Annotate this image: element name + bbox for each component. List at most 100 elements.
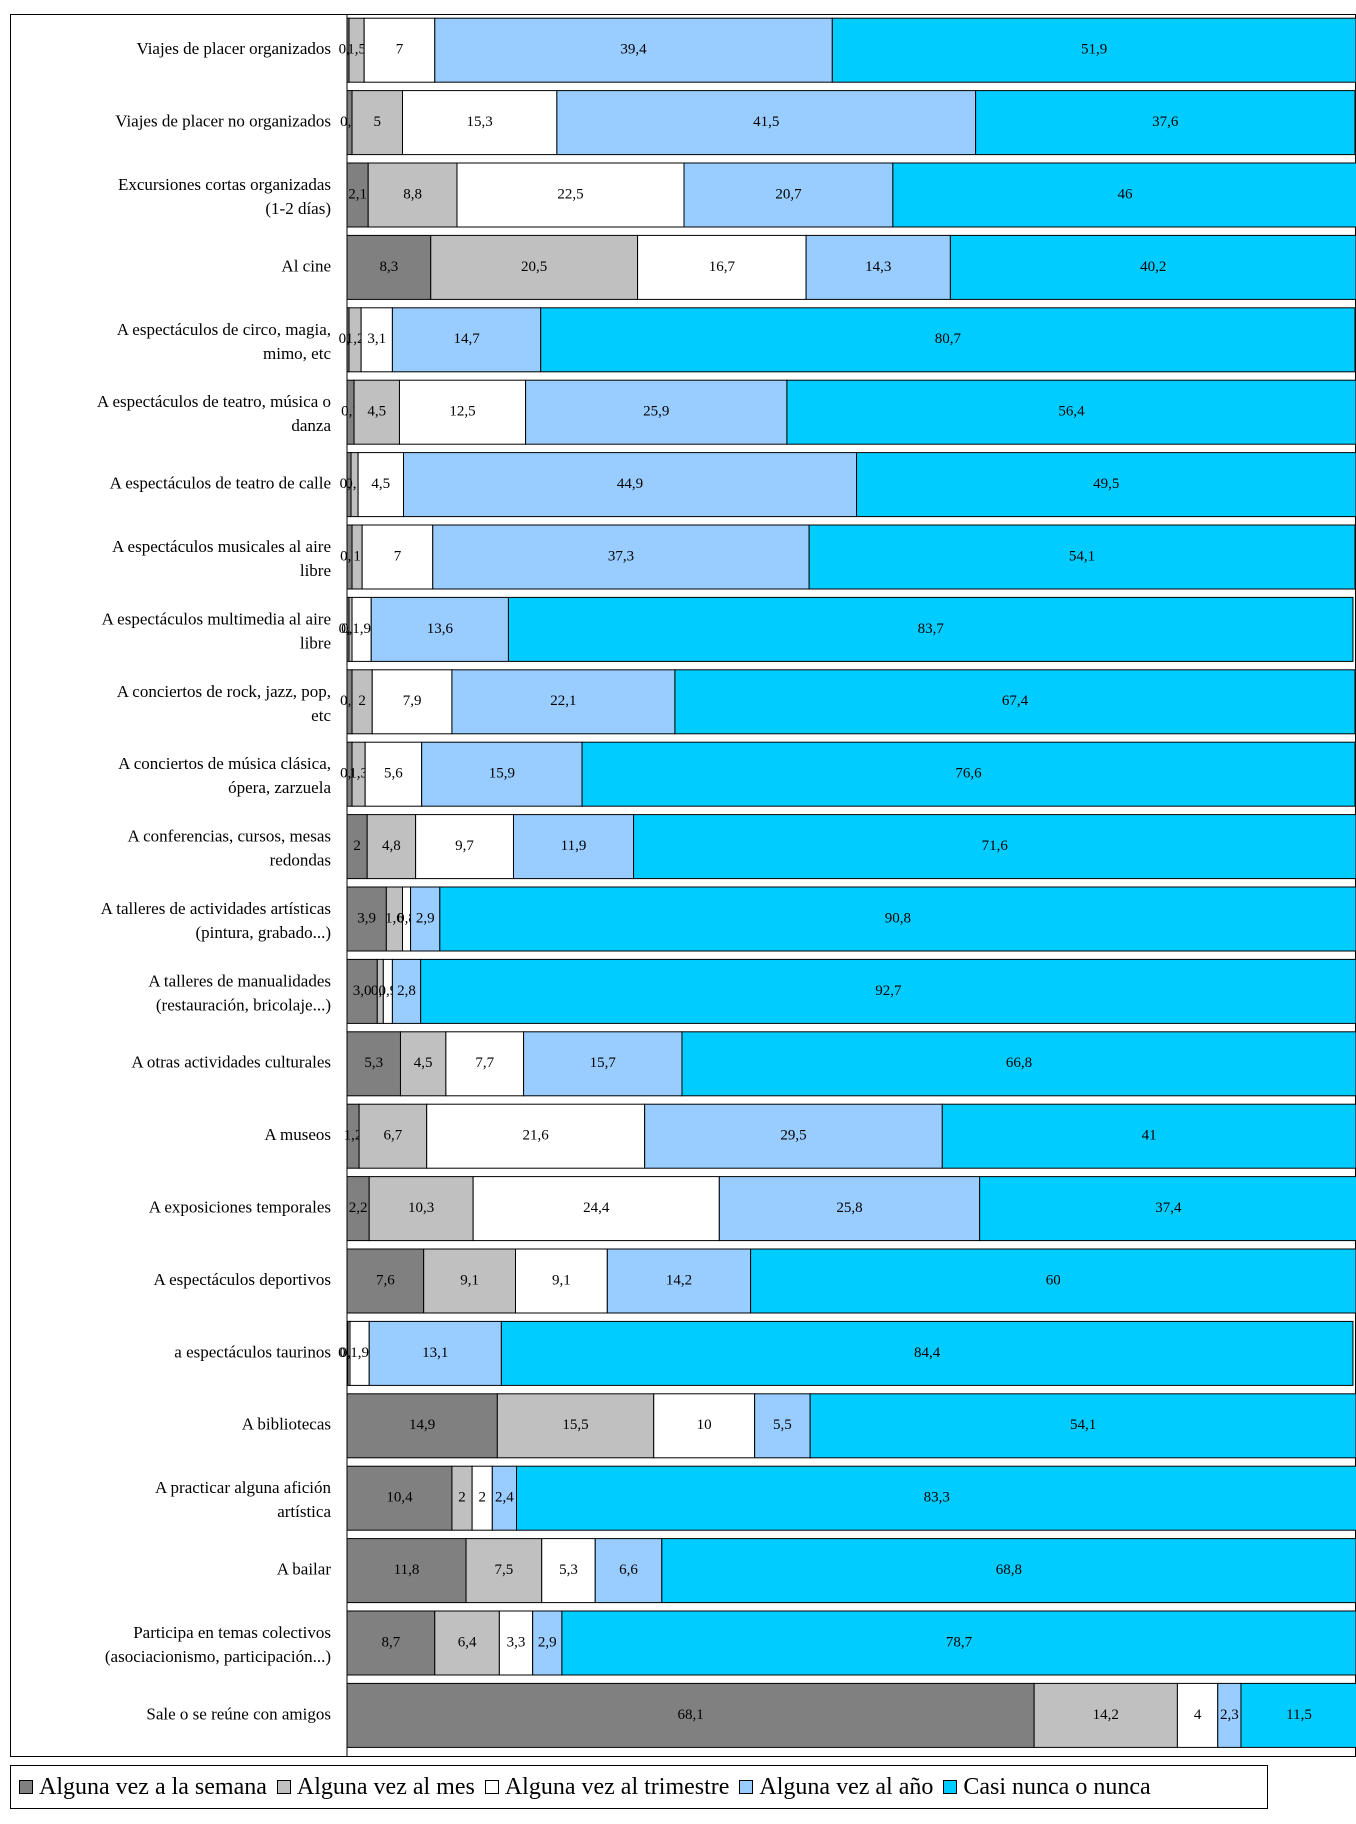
data-label: 24,4: [583, 1200, 610, 1216]
bar-segment: [346, 1031, 401, 1097]
bar-segment: [541, 1538, 596, 1604]
data-label: 7,9: [403, 693, 422, 709]
bar-segment: [434, 17, 833, 83]
data-label: 25,9: [643, 404, 669, 420]
bar-segment: [367, 162, 458, 228]
data-label: 4,8: [382, 838, 401, 854]
data-label: 2,9: [538, 1634, 557, 1650]
bar-segment: [805, 234, 951, 300]
bar-segment: [594, 1538, 663, 1604]
bar-segment: [515, 1248, 608, 1314]
category-label: A espectáculos multimedia al aire libre: [102, 609, 331, 652]
bar-segment: [391, 307, 542, 373]
data-label: 29,5: [780, 1128, 806, 1144]
legend-item: Alguna vez al año: [739, 1774, 933, 1801]
bar-segment: [637, 234, 807, 300]
legend-item: Casi nunca o nunca: [943, 1774, 1151, 1801]
data-label: 15,7: [590, 1055, 617, 1071]
data-label: 84,4: [914, 1345, 941, 1361]
data-label: 10,3: [408, 1200, 434, 1216]
category-label: Viajes de placer no organizados: [115, 112, 331, 131]
data-label: 5: [374, 114, 382, 130]
bar-segment: [831, 17, 1356, 83]
category-label: A otras actividades culturales: [131, 1053, 331, 1072]
category-label: A espectáculos musicales al aire libre: [112, 537, 331, 580]
category-label: Al cine: [281, 256, 331, 275]
data-label: 3,1: [367, 331, 386, 347]
bar-segment: [653, 1393, 756, 1459]
data-label: 68,1: [677, 1707, 703, 1723]
data-label: 78,7: [946, 1634, 973, 1650]
bar-segment: [1176, 1682, 1219, 1748]
data-label: 7,6: [376, 1272, 395, 1288]
bar-segment: [975, 90, 1356, 156]
category-label: Viajes de placer organizados: [136, 39, 331, 58]
bar-segment: [346, 958, 378, 1024]
bar-segment: [856, 452, 1356, 518]
data-label: 6,7: [384, 1128, 403, 1144]
data-label: 54,1: [1070, 1417, 1096, 1433]
legend-item: Alguna vez a la semana: [19, 1774, 267, 1801]
data-label: 11,9: [561, 838, 587, 854]
data-label: 2: [478, 1490, 486, 1506]
data-label: 21,6: [523, 1128, 550, 1144]
bar-segment: [892, 162, 1356, 228]
bar-segment: [346, 234, 432, 300]
bar-segment: [423, 1248, 517, 1314]
data-label: 6,4: [458, 1634, 477, 1650]
data-label: 8,3: [379, 259, 398, 275]
category-label: A conciertos de rock, jazz, pop, etc: [117, 682, 332, 725]
data-label: 51,9: [1081, 42, 1107, 58]
data-label: 83,7: [918, 621, 945, 637]
legend-swatch: [739, 1780, 754, 1794]
legend-swatch: [484, 1780, 499, 1794]
bar-segment: [786, 379, 1356, 445]
data-label: 2,3: [1220, 1707, 1239, 1723]
data-label: 1,2: [346, 331, 365, 347]
legend-item: Alguna vez al mes: [276, 1773, 475, 1801]
bar-segment: [516, 1465, 1356, 1531]
bar-segment: [399, 1031, 447, 1097]
data-label: 22,5: [557, 186, 583, 202]
data-label: 67,4: [1002, 693, 1029, 709]
bar-segment: [398, 379, 527, 445]
data-label: 5,5: [773, 1417, 792, 1433]
bar-segment: [420, 958, 1356, 1024]
data-label: 4,5: [414, 1055, 433, 1071]
data-label: 8,7: [382, 1634, 401, 1650]
bar-segment: [368, 1320, 502, 1386]
data-label: 2,8: [397, 983, 416, 999]
data-label: 7: [396, 42, 404, 58]
data-label: 1,2: [344, 1128, 363, 1144]
data-label: 39,4: [620, 42, 647, 58]
data-label: 7,7: [475, 1055, 494, 1071]
bar-segment: [451, 669, 676, 735]
data-label: 2,1: [348, 186, 367, 202]
bar-segment: [465, 1538, 543, 1604]
bar-segment: [523, 1031, 683, 1097]
data-label: 1,9: [350, 1345, 369, 1361]
category-label: A talleres de manualidades (restauración,…: [148, 971, 331, 1014]
bar-segment: [445, 1031, 525, 1097]
data-label: 83,3: [924, 1490, 950, 1506]
bar-segment: [808, 524, 1356, 590]
bar-segment: [496, 1393, 655, 1459]
bar-segment: [391, 958, 422, 1024]
bar-segment: [674, 669, 1356, 735]
bar-segment: [472, 1176, 720, 1242]
data-label: 10: [697, 1417, 712, 1433]
legend-label: Alguna vez al mes: [296, 1773, 475, 1800]
bar-segment: [366, 814, 417, 880]
bar-segment: [403, 452, 858, 518]
category-label: Excursiones cortas organizadas (1-2 días): [118, 175, 331, 218]
bar-segment: [415, 814, 514, 880]
data-label: 2,4: [495, 1490, 514, 1506]
bar-segment: [718, 1176, 981, 1242]
data-label: 15,3: [467, 114, 493, 130]
data-label: 92,7: [875, 983, 902, 999]
data-label: 16,7: [709, 259, 736, 275]
data-label: 1,3: [349, 766, 368, 782]
bar-segment: [351, 90, 403, 156]
bar-segment: [370, 596, 509, 662]
